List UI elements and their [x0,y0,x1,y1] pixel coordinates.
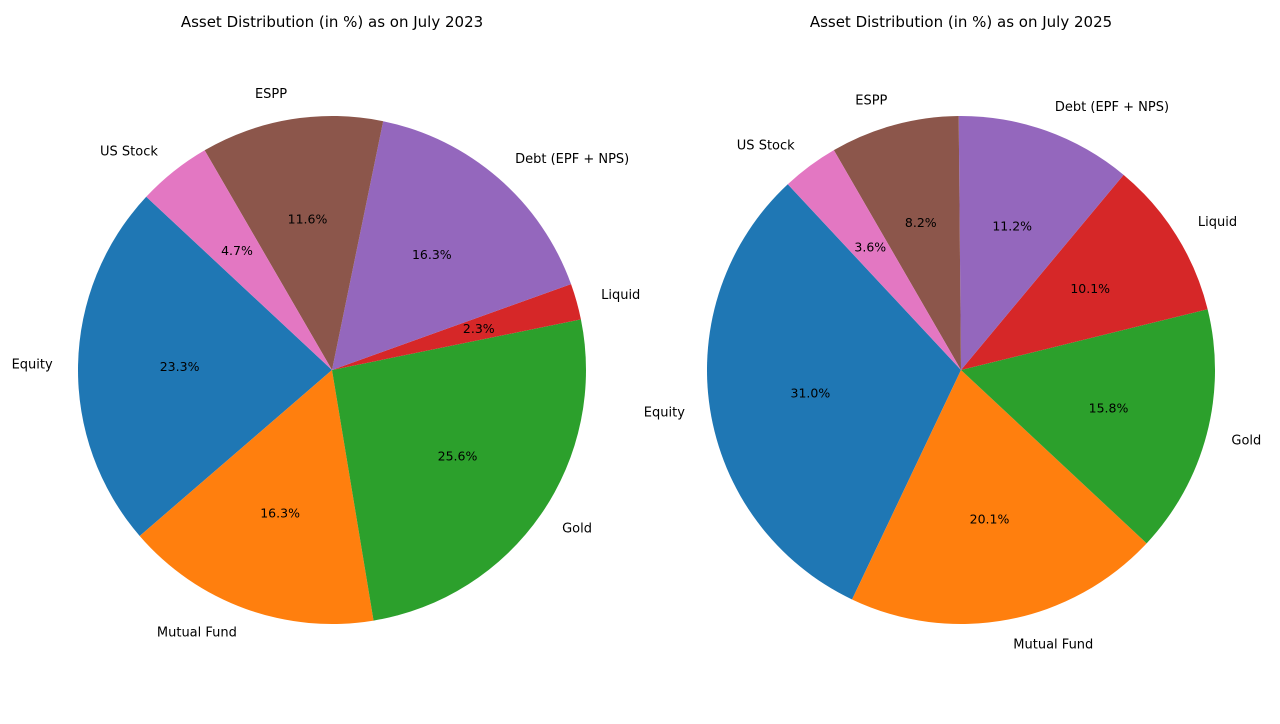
percent-label-debt-epf-nps: 16.3% [412,247,452,262]
category-label-liquid: Liquid [1198,215,1237,230]
percent-label-mutual-fund: 20.1% [970,512,1010,527]
percent-label-espp: 8.2% [905,215,937,230]
category-label-us-stock: US Stock [100,145,158,160]
category-label-debt-epf-nps: Debt (EPF + NPS) [1055,100,1169,115]
pie-slice-gold [332,319,586,621]
percent-label-mutual-fund: 16.3% [260,505,300,520]
category-label-equity: Equity [644,406,685,421]
pie-slice-gold [961,309,1216,544]
pie-labels-2023: Equity 23.3% Mutual Fund 16.3% Gold 25.6% Liqu… [12,87,641,641]
category-label-debt-epf-nps: Debt (EPF + NPS) [515,152,629,167]
category-label-us-stock: US Stock [737,139,795,154]
percent-label-equity: 31.0% [791,385,831,400]
pie-slice-equity [706,184,961,600]
category-label-mutual-fund: Mutual Fund [1013,638,1093,653]
category-label-liquid: Liquid [601,288,640,303]
pie-slice-equity [77,196,332,536]
percent-label-liquid: 10.1% [1070,281,1110,296]
category-label-espp: ESPP [255,87,287,102]
pie-slice-mutual-fund [139,370,374,625]
percent-label-equity: 23.3% [160,359,200,374]
percent-label-debt-epf-nps: 11.2% [992,219,1032,234]
pie-slice-mutual-fund [852,370,1147,625]
percent-label-gold: 25.6% [438,448,478,463]
percent-label-espp: 11.6% [288,212,328,227]
pie-chart-2025: Asset Distribution (in %) as on July 202… [644,13,1262,653]
category-label-gold: Gold [562,521,592,536]
category-label-gold: Gold [1231,433,1261,448]
pie-slices-2023 [77,116,586,625]
chart-title-2025: Asset Distribution (in %) as on July 202… [810,13,1112,31]
pie-slice-espp [833,116,961,370]
pie-slice-liquid [332,284,581,370]
category-label-mutual-fund: Mutual Fund [157,626,237,641]
percent-label-liquid: 2.3% [463,321,495,336]
pie-labels-2025: Equity 31.0% Mutual Fund 20.1% Gold 15.8% Liqu… [644,94,1262,653]
pie-slice-debt-epf-nps [958,115,1124,370]
chart-title-2023: Asset Distribution (in %) as on July 202… [181,13,483,31]
category-label-espp: ESPP [855,94,887,109]
pie-slice-espp [204,116,384,370]
pie-slice-debt-epf-nps [332,121,572,371]
category-label-equity: Equity [12,358,53,373]
pie-slice-liquid [961,174,1208,370]
pie-chart-2023: Asset Distribution (in %) as on July 202… [12,13,641,641]
pie-slice-us-stock [146,150,332,370]
percent-label-gold: 15.8% [1089,400,1129,415]
percent-label-us-stock: 3.6% [854,240,886,255]
percent-label-us-stock: 4.7% [221,243,253,258]
pie-slices-2025 [706,115,1216,625]
pie-slice-us-stock [787,150,961,370]
